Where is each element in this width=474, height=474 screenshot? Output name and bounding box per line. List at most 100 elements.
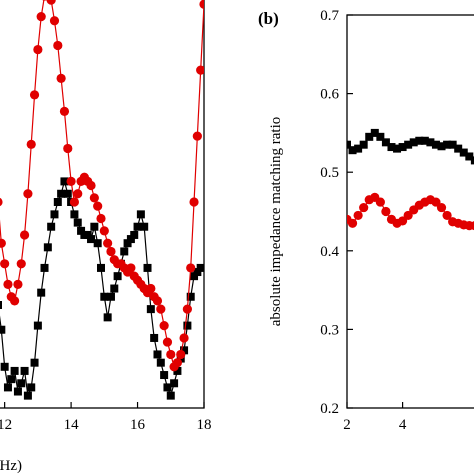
data-point-circle xyxy=(470,221,474,231)
data-point-circle xyxy=(159,321,169,331)
data-point-circle xyxy=(436,202,447,213)
data-point-square xyxy=(20,366,29,375)
data-point-square xyxy=(7,375,16,384)
data-point-square xyxy=(347,140,351,149)
data-point-circle xyxy=(26,139,36,149)
data-point-circle xyxy=(10,296,20,306)
data-point-circle xyxy=(89,193,99,203)
data-point-square xyxy=(387,143,396,152)
data-point-circle xyxy=(442,210,452,221)
data-point-square xyxy=(0,325,6,334)
y-tick-label: 0.7 xyxy=(320,8,339,24)
data-point-square xyxy=(415,136,424,145)
data-point-circle xyxy=(179,333,189,343)
data-point-square xyxy=(409,138,418,147)
data-point-square xyxy=(130,230,139,239)
data-point-square xyxy=(354,144,363,153)
data-point-circle xyxy=(13,279,23,289)
y-tick-label: 0.6 xyxy=(320,87,339,103)
y-tick-label: 0.3 xyxy=(320,322,339,338)
data-point-circle xyxy=(172,358,183,368)
data-point-square xyxy=(47,222,56,231)
plot-frame xyxy=(0,0,205,409)
data-point-square xyxy=(146,305,155,314)
data-point-circle xyxy=(69,197,80,207)
data-point-square xyxy=(186,292,195,301)
data-point-square xyxy=(153,350,162,359)
plot-area xyxy=(0,0,204,400)
data-point-square xyxy=(103,313,112,322)
data-point-square xyxy=(470,156,474,165)
x-tick-label: 4 xyxy=(399,417,407,433)
data-point-circle xyxy=(66,176,76,186)
x-tick-label: 2 xyxy=(343,417,351,433)
data-point-square xyxy=(398,143,407,152)
data-point-circle xyxy=(56,73,66,83)
data-point-square xyxy=(37,288,46,297)
data-point-circle xyxy=(53,40,63,51)
data-point-square xyxy=(160,371,169,380)
data-point-circle xyxy=(103,238,113,248)
data-point-circle xyxy=(96,213,106,224)
data-point-circle xyxy=(166,349,176,360)
data-point-circle xyxy=(146,283,156,294)
series-2 xyxy=(347,192,474,231)
data-point-circle xyxy=(126,263,136,273)
data-point-circle xyxy=(59,106,70,116)
data-point-square xyxy=(27,383,36,392)
data-point-circle xyxy=(0,259,10,269)
data-point-square xyxy=(13,387,22,396)
data-point-circle xyxy=(86,180,96,191)
data-point-circle xyxy=(106,246,116,257)
data-point-square xyxy=(465,152,474,161)
data-point-square xyxy=(420,136,429,145)
data-point-square xyxy=(60,177,69,186)
data-point-square xyxy=(381,138,390,147)
data-point-square xyxy=(156,358,165,367)
data-point-square xyxy=(193,268,202,277)
data-point-circle xyxy=(192,131,202,141)
data-point-circle xyxy=(182,304,192,314)
data-point-circle xyxy=(63,143,73,154)
series-1 xyxy=(347,128,474,165)
data-point-circle xyxy=(33,44,43,55)
data-point-circle xyxy=(42,0,47,1)
data-point-square xyxy=(120,247,129,256)
data-point-square xyxy=(17,379,26,388)
data-point-square xyxy=(113,272,122,281)
data-point-circle xyxy=(176,349,186,360)
data-point-square xyxy=(348,146,357,155)
data-point-square xyxy=(123,239,132,248)
data-point-circle xyxy=(347,218,358,228)
data-point-circle xyxy=(46,0,56,5)
y-tick-label: 0.5 xyxy=(320,165,339,181)
y-tick-label: 0.4 xyxy=(320,244,339,260)
data-point-square xyxy=(143,263,152,272)
data-point-circle xyxy=(99,226,109,236)
data-point-square xyxy=(87,235,96,244)
data-point-square xyxy=(133,222,142,231)
data-point-square xyxy=(431,140,440,149)
data-point-circle xyxy=(0,238,6,248)
data-point-square xyxy=(136,210,145,219)
data-point-square xyxy=(448,140,457,149)
data-point-square xyxy=(3,383,12,392)
data-point-circle xyxy=(93,201,103,211)
x-tick-label: 16 xyxy=(130,417,146,433)
data-point-square xyxy=(376,132,385,141)
data-point-circle xyxy=(73,189,83,199)
data-point-circle xyxy=(0,197,3,207)
data-point-square xyxy=(70,210,79,219)
data-point-circle xyxy=(359,202,369,213)
data-point-circle xyxy=(16,259,26,269)
data-point-square xyxy=(437,142,446,151)
data-point-square xyxy=(0,362,9,371)
data-point-square xyxy=(63,189,72,198)
data-point-square xyxy=(454,144,463,153)
data-point-square xyxy=(166,391,175,400)
data-point-circle xyxy=(3,279,13,289)
data-point-square xyxy=(173,366,182,375)
data-point-square xyxy=(426,138,435,147)
series-line xyxy=(0,0,204,369)
